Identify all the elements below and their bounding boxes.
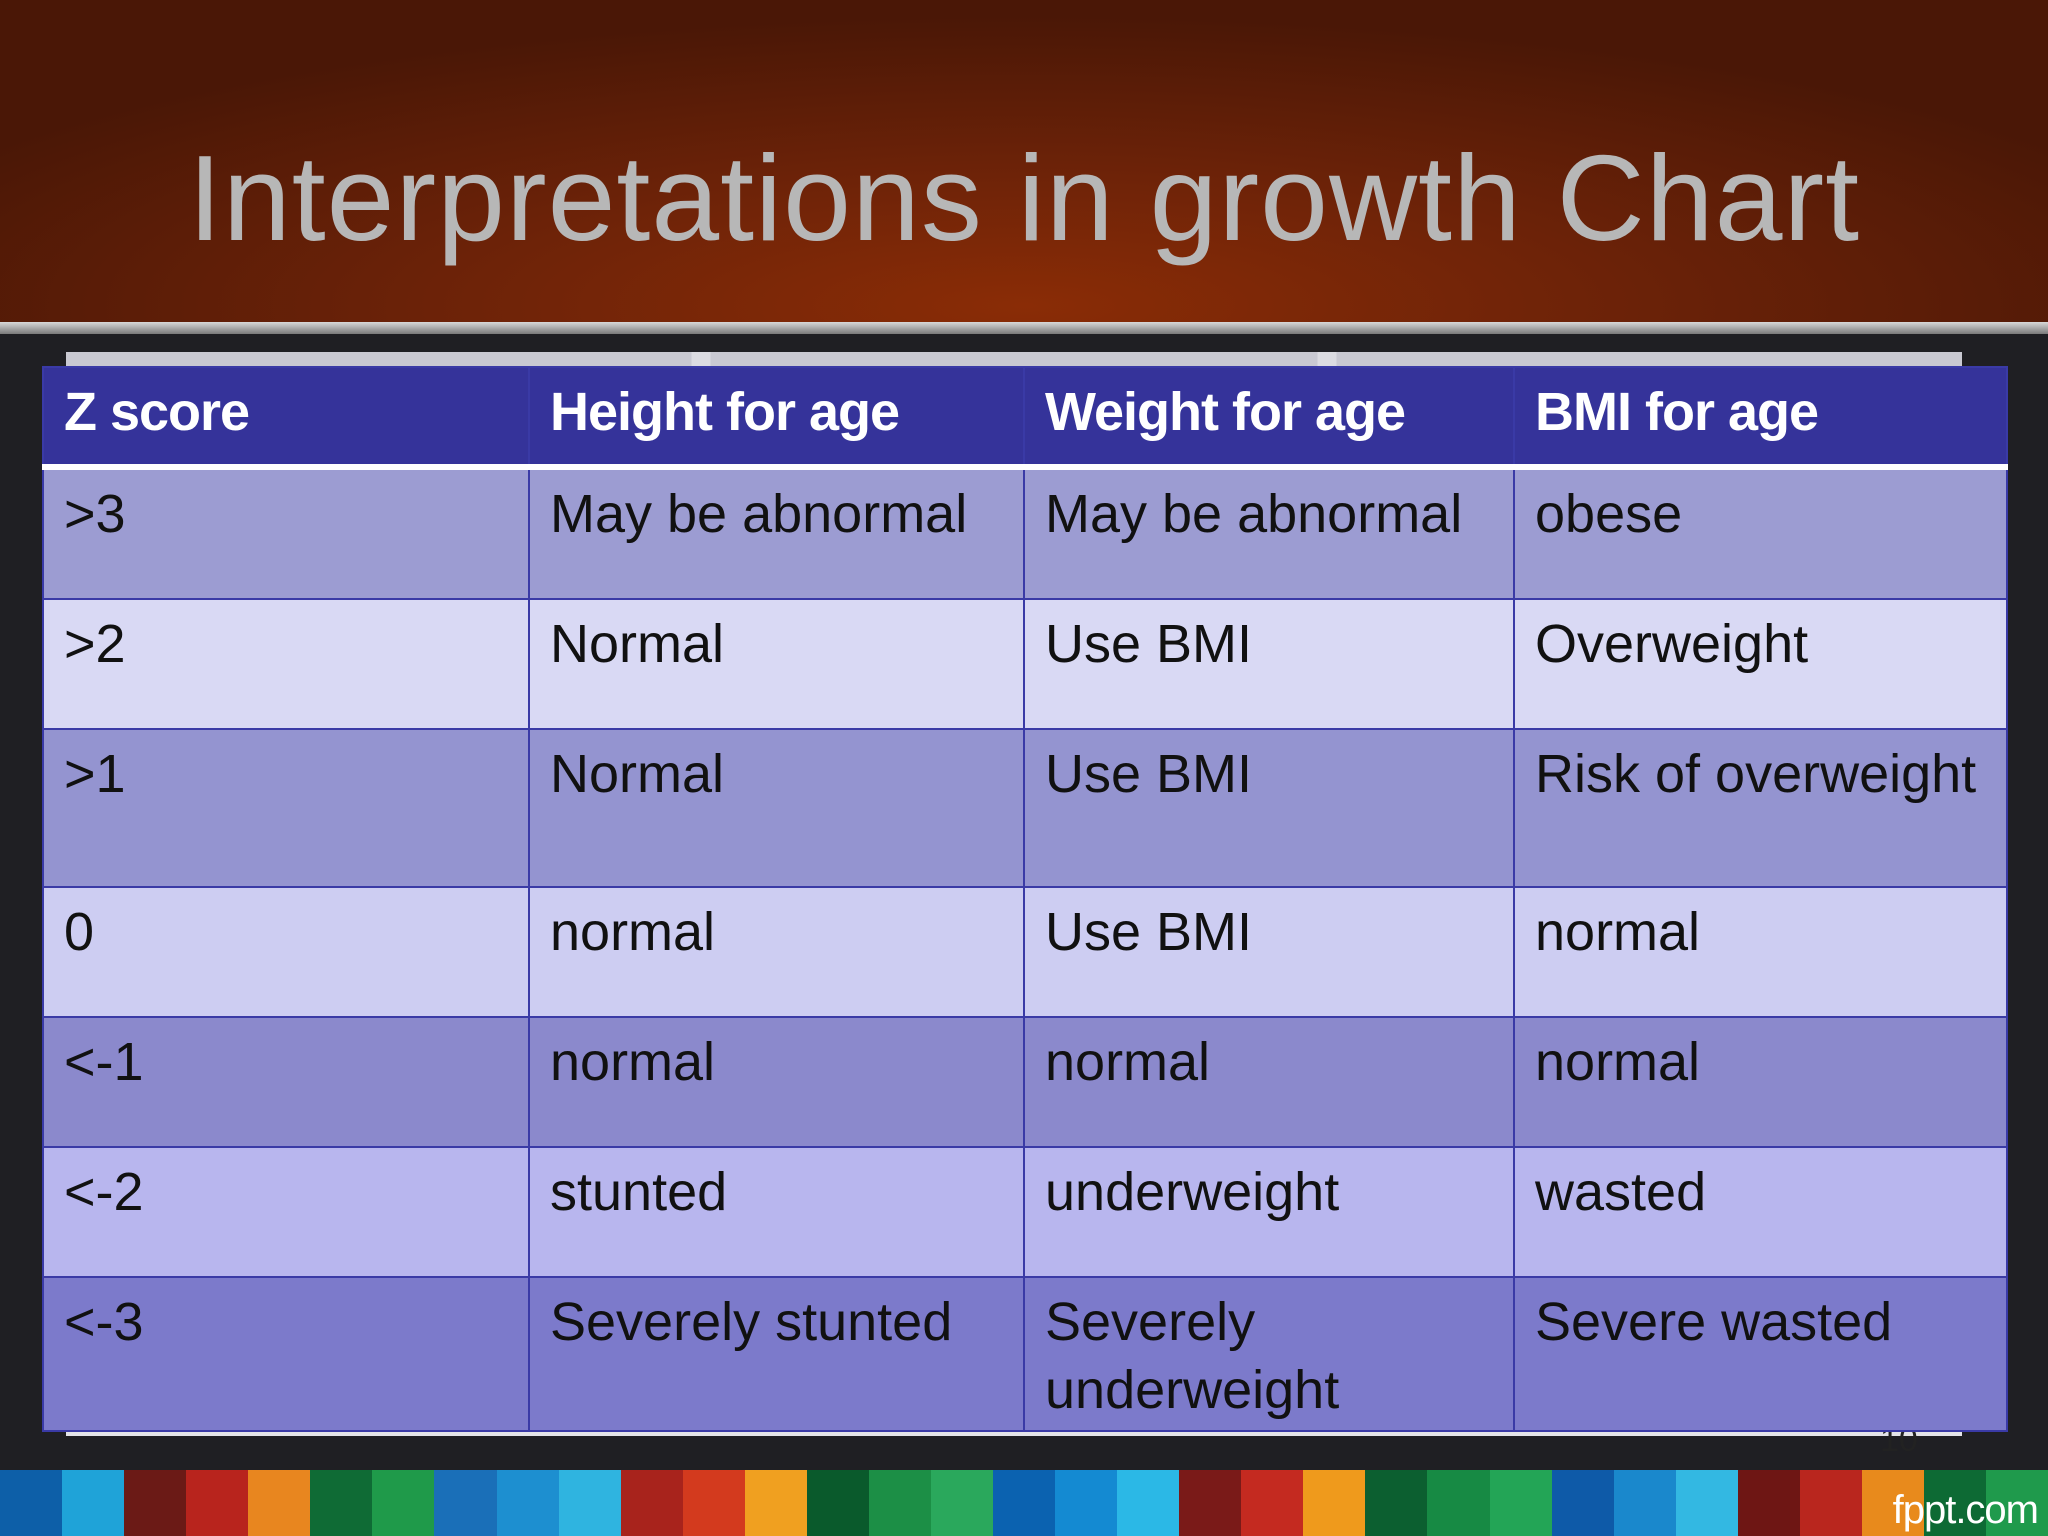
stripe-block <box>1551 1470 1614 1536</box>
stripe-block <box>124 1470 187 1536</box>
stripe-block <box>1923 1470 1986 1536</box>
table-row: 0 normal Use BMI normal <box>42 886 2008 1018</box>
stripe-block <box>1489 1470 1552 1536</box>
stripe-block <box>993 1470 1056 1536</box>
cell-weight-for-age: Use BMI <box>1023 886 1515 1018</box>
cell-weight-for-age: Severely underweight <box>1023 1276 1515 1432</box>
stripe-block <box>1117 1470 1180 1536</box>
stripe-block <box>186 1470 249 1536</box>
stripe-block <box>434 1470 497 1536</box>
cell-z-score: >2 <box>42 598 530 730</box>
cell-bmi-for-age: wasted <box>1513 1146 2008 1278</box>
stripe-block <box>1055 1470 1118 1536</box>
cell-weight-for-age: underweight <box>1023 1146 1515 1278</box>
stripe-block <box>1737 1470 1800 1536</box>
stripe-block <box>1675 1470 1738 1536</box>
cell-bmi-for-age: Risk of overweight <box>1513 728 2008 888</box>
stripe-block <box>310 1470 373 1536</box>
cell-height-for-age: stunted <box>528 1146 1025 1278</box>
stripe-block <box>1861 1470 1924 1536</box>
stripe-block <box>744 1470 807 1536</box>
stripe-block <box>1799 1470 1862 1536</box>
cell-z-score: >3 <box>42 466 530 600</box>
cell-height-for-age: Normal <box>528 598 1025 730</box>
table-row: <-2 stunted underweight wasted <box>42 1146 2008 1278</box>
cell-bmi-for-age: normal <box>1513 1016 2008 1148</box>
slide-title: Interpretations in growth Chart <box>187 130 1861 266</box>
stripe-block <box>1613 1470 1676 1536</box>
footer-color-stripe <box>0 1470 2048 1536</box>
stripe-block <box>1179 1470 1242 1536</box>
cell-height-for-age: Normal <box>528 728 1025 888</box>
cell-z-score: 0 <box>42 886 530 1018</box>
cell-weight-for-age: normal <box>1023 1016 1515 1148</box>
cell-bmi-for-age: normal <box>1513 886 2008 1018</box>
cell-height-for-age: normal <box>528 886 1025 1018</box>
table-row: <-1 normal normal normal <box>42 1016 2008 1148</box>
page-backing-edge <box>66 352 1962 370</box>
stripe-block <box>868 1470 931 1536</box>
table-row: >3 May be abnormal May be abnormal obese <box>42 466 2008 600</box>
stripe-block <box>558 1470 621 1536</box>
cell-z-score: <-3 <box>42 1276 530 1432</box>
cell-height-for-age: normal <box>528 1016 1025 1148</box>
stripe-block <box>682 1470 745 1536</box>
table-row: >1 Normal Use BMI Risk of overweight <box>42 728 2008 888</box>
stripe-block <box>930 1470 993 1536</box>
stripe-block <box>1241 1470 1304 1536</box>
cell-height-for-age: Severely stunted <box>528 1276 1025 1432</box>
header-height-for-age: Height for age <box>528 366 1025 470</box>
stripe-block <box>62 1470 125 1536</box>
stripe-block <box>0 1470 63 1536</box>
stripe-block <box>372 1470 435 1536</box>
header-divider <box>0 322 2048 334</box>
stripe-block <box>248 1470 311 1536</box>
table-row: >2 Normal Use BMI Overweight <box>42 598 2008 730</box>
stripe-block <box>1303 1470 1366 1536</box>
cell-z-score: <-1 <box>42 1016 530 1148</box>
header-bmi-for-age: BMI for age <box>1513 366 2008 470</box>
cell-bmi-for-age: Overweight <box>1513 598 2008 730</box>
table-row: <-3 Severely stunted Severely underweigh… <box>42 1276 2008 1432</box>
stripe-block <box>806 1470 869 1536</box>
header-band <box>0 0 2048 322</box>
cell-bmi-for-age: Severe wasted <box>1513 1276 2008 1432</box>
header-weight-for-age: Weight for age <box>1023 366 1515 470</box>
table-header-row: Z score Height for age Weight for age BM… <box>42 366 2008 470</box>
stripe-block <box>1427 1470 1490 1536</box>
header-z-score: Z score <box>42 366 530 470</box>
stripe-block <box>1365 1470 1428 1536</box>
stripe-block <box>496 1470 559 1536</box>
cell-height-for-age: May be abnormal <box>528 466 1025 600</box>
cell-weight-for-age: Use BMI <box>1023 728 1515 888</box>
cell-weight-for-age: Use BMI <box>1023 598 1515 730</box>
cell-z-score: <-2 <box>42 1146 530 1278</box>
stripe-block <box>1986 1470 2048 1536</box>
brand-watermark: fppt.com <box>1892 1488 2039 1532</box>
cell-z-score: >1 <box>42 728 530 888</box>
growth-interpretation-table: Z score Height for age Weight for age BM… <box>42 366 2008 1432</box>
cell-weight-for-age: May be abnormal <box>1023 466 1515 600</box>
cell-bmi-for-age: obese <box>1513 466 2008 600</box>
stripe-block <box>620 1470 683 1536</box>
